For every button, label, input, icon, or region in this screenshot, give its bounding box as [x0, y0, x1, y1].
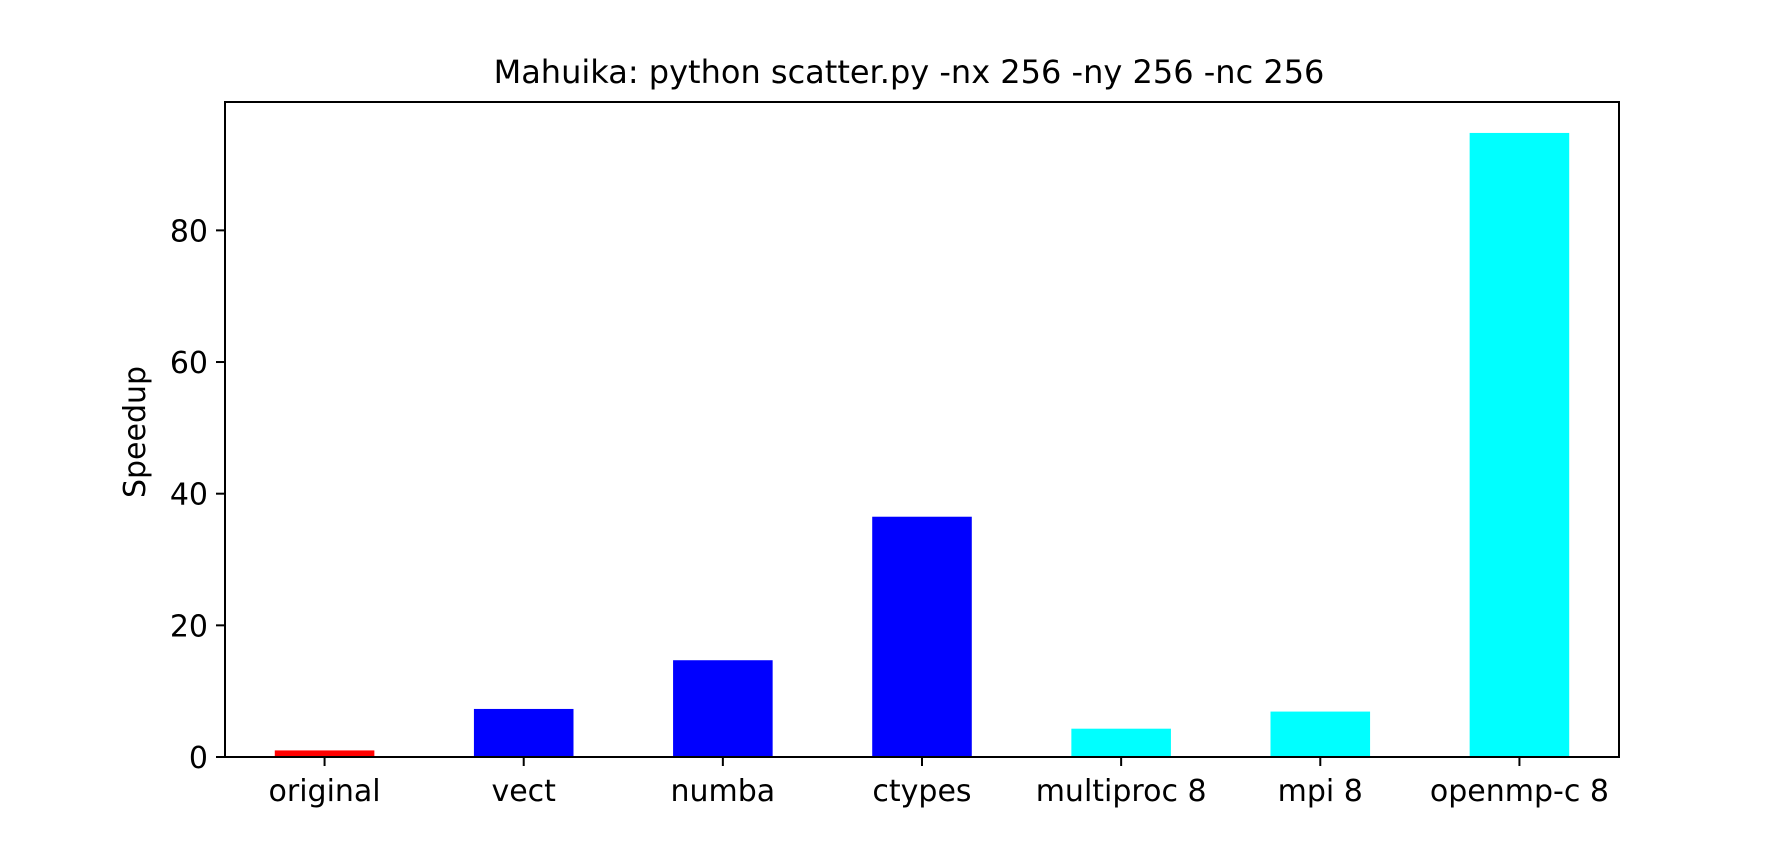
y-tick-label: 60: [170, 346, 208, 381]
x-tick-label: vect: [491, 774, 556, 809]
x-axis: original vect numba ctypes multiproc 8 mpi 8 o…: [269, 757, 1609, 809]
bar-original: [274, 750, 375, 757]
bar-mpi-8: [1270, 711, 1371, 757]
chart-title: Mahuika: python scatter.py -nx 256 -ny 2…: [494, 53, 1325, 91]
bar-vect: [473, 708, 574, 757]
x-tick-label: multiproc 8: [1036, 774, 1207, 809]
y-tick-label: 20: [170, 609, 208, 644]
x-tick-label: ctypes: [872, 774, 971, 809]
x-tick-label: openmp-c 8: [1430, 774, 1609, 809]
bar-ctypes: [872, 516, 972, 757]
y-tick-label: 0: [189, 741, 208, 776]
bar-multiproc-8: [1071, 728, 1171, 757]
bar-openmp-c-8: [1469, 132, 1570, 757]
y-tick-label: 80: [170, 214, 208, 249]
y-axis-label: Speedup: [118, 366, 153, 498]
y-tick-label: 40: [170, 478, 208, 513]
plot-frame: [224, 101, 1620, 758]
x-tick-label: numba: [671, 774, 776, 809]
bars-layer: [274, 132, 1570, 757]
x-tick-label: original: [269, 774, 381, 809]
bar-numba: [673, 660, 773, 757]
x-tick-label: mpi 8: [1278, 774, 1363, 809]
y-axis: 0 20 40 60 80: [170, 214, 225, 776]
